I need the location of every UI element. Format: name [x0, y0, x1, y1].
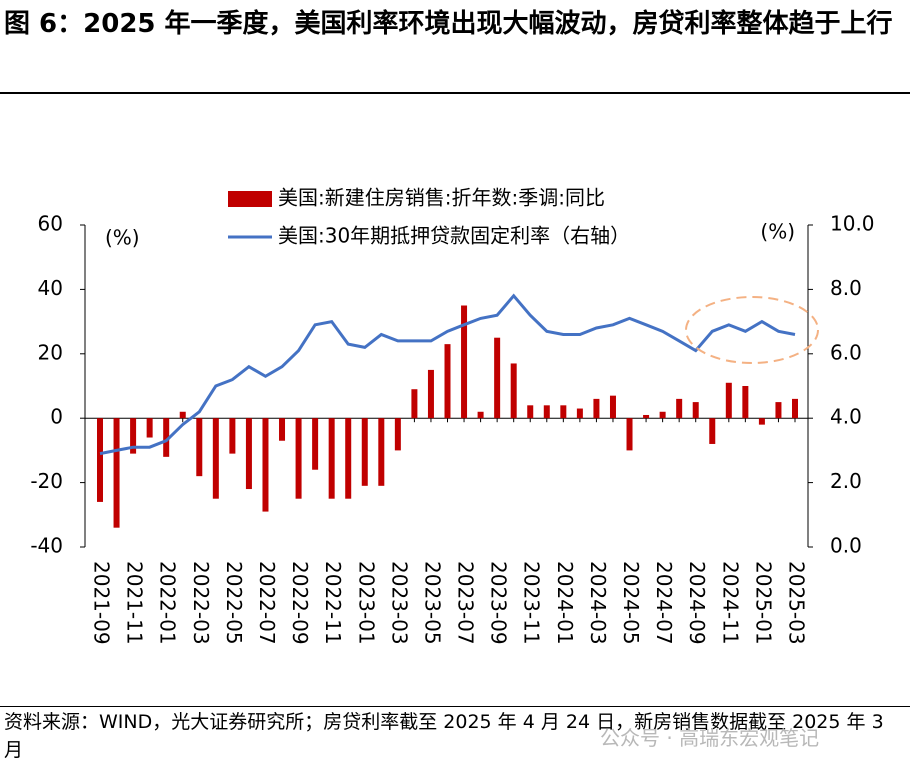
x-tick-label: 2021-09 [90, 561, 114, 645]
y-tick-label: 40 [38, 276, 63, 300]
bar [758, 418, 765, 425]
bar [775, 402, 782, 419]
chart: -40 -20 0 20 40 60 0.0 2.0 4.0 6.0 8.0 10.0 (%) (%) 20… [30, 186, 875, 645]
x-tick-label: 2024-01 [553, 561, 577, 645]
y-tick-label: 0 [50, 405, 63, 429]
bar [444, 344, 451, 419]
x-tick-label: 2022-11 [321, 561, 345, 645]
y-tick-label: 60 [38, 212, 63, 236]
bar [527, 405, 534, 419]
rule [0, 92, 910, 94]
bar [494, 337, 501, 419]
x-tick-label: 2022-03 [189, 561, 213, 645]
bar [212, 418, 219, 499]
bar [692, 402, 699, 419]
bar [643, 414, 650, 419]
bar [279, 418, 286, 441]
y2-tick-label: 6.0 [830, 340, 862, 364]
y-tick-label: -40 [30, 534, 63, 558]
bar [146, 418, 153, 438]
bar [328, 418, 335, 499]
x-tick-label: 2024-03 [586, 561, 610, 645]
bar [543, 405, 550, 419]
legend-label: 美国:30年期抵押贷款固定利率（右轴） [278, 224, 630, 248]
x-tick-label: 2022-09 [288, 561, 312, 645]
bar [196, 418, 203, 477]
x-tick-label: 2024-05 [619, 561, 643, 645]
x-tick-label: 2023-01 [354, 561, 378, 645]
y2-tick-label: 8.0 [830, 276, 862, 300]
legend-label: 美国:新建住房销售:折年数:季调:同比 [278, 186, 605, 210]
bar [593, 398, 600, 419]
line [99, 293, 796, 456]
bar [229, 418, 236, 454]
bar [179, 411, 186, 419]
x-tick-label: 2025-01 [751, 561, 775, 645]
x-tick-label: 2024-11 [718, 561, 742, 645]
bar [560, 405, 567, 419]
x-tick-label: 2023-11 [520, 561, 544, 645]
bar [792, 398, 798, 419]
bar [411, 389, 418, 419]
x-tick-label: 2021-11 [123, 561, 147, 645]
y2-tick-label: 4.0 [830, 405, 862, 429]
bar [97, 418, 103, 502]
x-tick-label: 2023-07 [454, 561, 478, 645]
watermark: 公众号 · 高瑞东宏观笔记 [600, 726, 820, 750]
x-tick-label: 2023-09 [487, 561, 511, 645]
bar [626, 418, 633, 451]
bar [295, 418, 302, 499]
bar [725, 382, 732, 419]
y-tick-label: 20 [38, 340, 63, 364]
x-tick-label: 2023-03 [387, 561, 411, 645]
bar [262, 418, 269, 512]
legend-swatch [228, 191, 272, 207]
bar [742, 386, 749, 419]
x-tick-label: 2025-03 [785, 561, 809, 645]
y2-tick-label: 2.0 [830, 469, 862, 493]
annotation-circle [685, 296, 819, 364]
bar [113, 418, 120, 528]
bar [245, 418, 252, 490]
y-unit: (%) [105, 226, 140, 250]
bar [394, 418, 401, 451]
y2-tick-label: 0.0 [830, 534, 862, 558]
bar [312, 418, 319, 470]
x-tick-label: 2022-05 [222, 561, 246, 645]
chart-title: 图 6：2025 年一季度，美国利率环境出现大幅波动，房贷利率整体趋于上行 [4, 9, 893, 39]
y2-unit: (%) [760, 220, 795, 244]
bar [345, 418, 352, 499]
y2-tick-label: 10.0 [830, 212, 875, 236]
bar [477, 411, 484, 419]
bar [427, 369, 434, 419]
bar [378, 418, 385, 486]
bar [461, 305, 468, 419]
bar [676, 398, 683, 419]
x-tick-label: 2022-01 [156, 561, 180, 645]
bar [659, 411, 666, 419]
source: 资料来源：WIND，光大证券研究所；房贷利率截至 2025 年 4 月 24 日… [4, 711, 884, 761]
bar [163, 418, 170, 457]
bar [361, 418, 368, 486]
bar [130, 418, 137, 454]
x-tick-label: 2024-09 [685, 561, 709, 645]
rule [0, 706, 910, 707]
x-tick-label: 2023-05 [420, 561, 444, 645]
bar [709, 418, 716, 444]
bar [609, 395, 616, 419]
x-tick-label: 2024-07 [652, 561, 676, 645]
bar [576, 408, 583, 419]
bar [510, 363, 517, 419]
x-tick-label: 2022-07 [255, 561, 279, 645]
y-tick-label: -20 [30, 469, 63, 493]
